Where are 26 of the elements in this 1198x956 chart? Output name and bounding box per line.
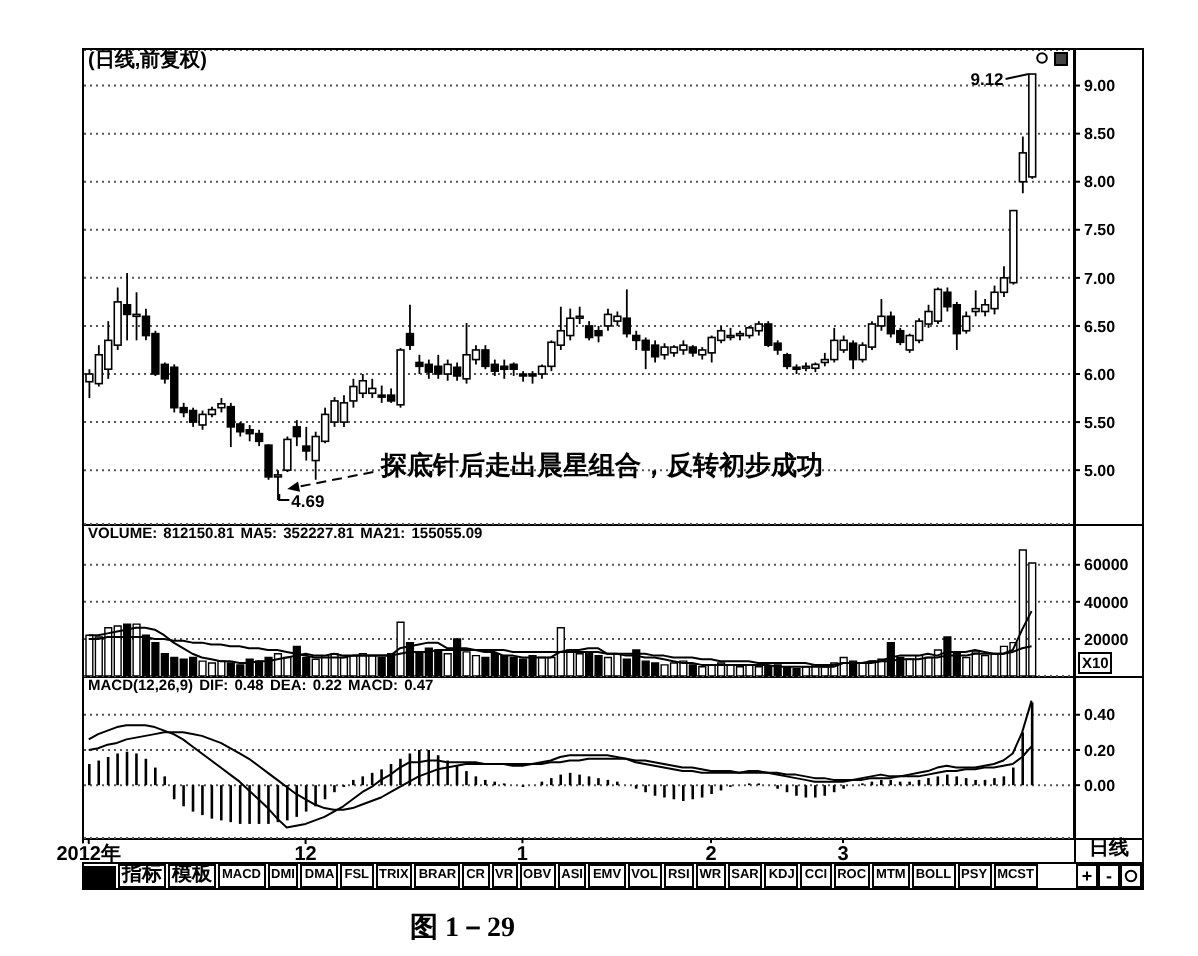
caption: 图 1－29 (410, 911, 515, 946)
x-tick-label: 1 (516, 844, 529, 866)
y-tick-label: 60000 (1084, 556, 1130, 575)
y-tick-label: 0.00 (1084, 776, 1117, 795)
annotation: 探底针后走出晨星组合，反转初步成功 (379, 449, 824, 480)
text: + (1076, 864, 1098, 888)
x-tick-label: 3 (837, 844, 850, 866)
chart-title: (日线,前复权) (88, 50, 207, 72)
y-tick-label: 7.50 (1084, 221, 1117, 240)
y-tick-label: 5.00 (1084, 461, 1117, 480)
y-tick-label: 8.00 (1084, 173, 1117, 192)
y-tick-label: 6.50 (1084, 317, 1117, 336)
annotation: 9.12 (970, 69, 1005, 90)
y-tick-label: 9.00 (1084, 77, 1117, 96)
y-tick-label: 8.50 (1084, 125, 1117, 144)
y-tick-label: 6.00 (1084, 365, 1117, 384)
y-tick-label: 20000 (1084, 630, 1130, 649)
y-tick-label: 5.50 (1084, 413, 1117, 432)
x-tick-label: 12 (294, 844, 318, 866)
annotation: 4.69 (291, 490, 325, 511)
y-tick-label: 0.40 (1084, 706, 1117, 725)
text: - (1098, 864, 1120, 888)
y-tick-label: 0.20 (1084, 741, 1117, 760)
y-tick-label: 40000 (1084, 593, 1130, 612)
x-tick-label: 2 (705, 844, 718, 866)
y-tick-label: 7.00 (1084, 269, 1117, 288)
